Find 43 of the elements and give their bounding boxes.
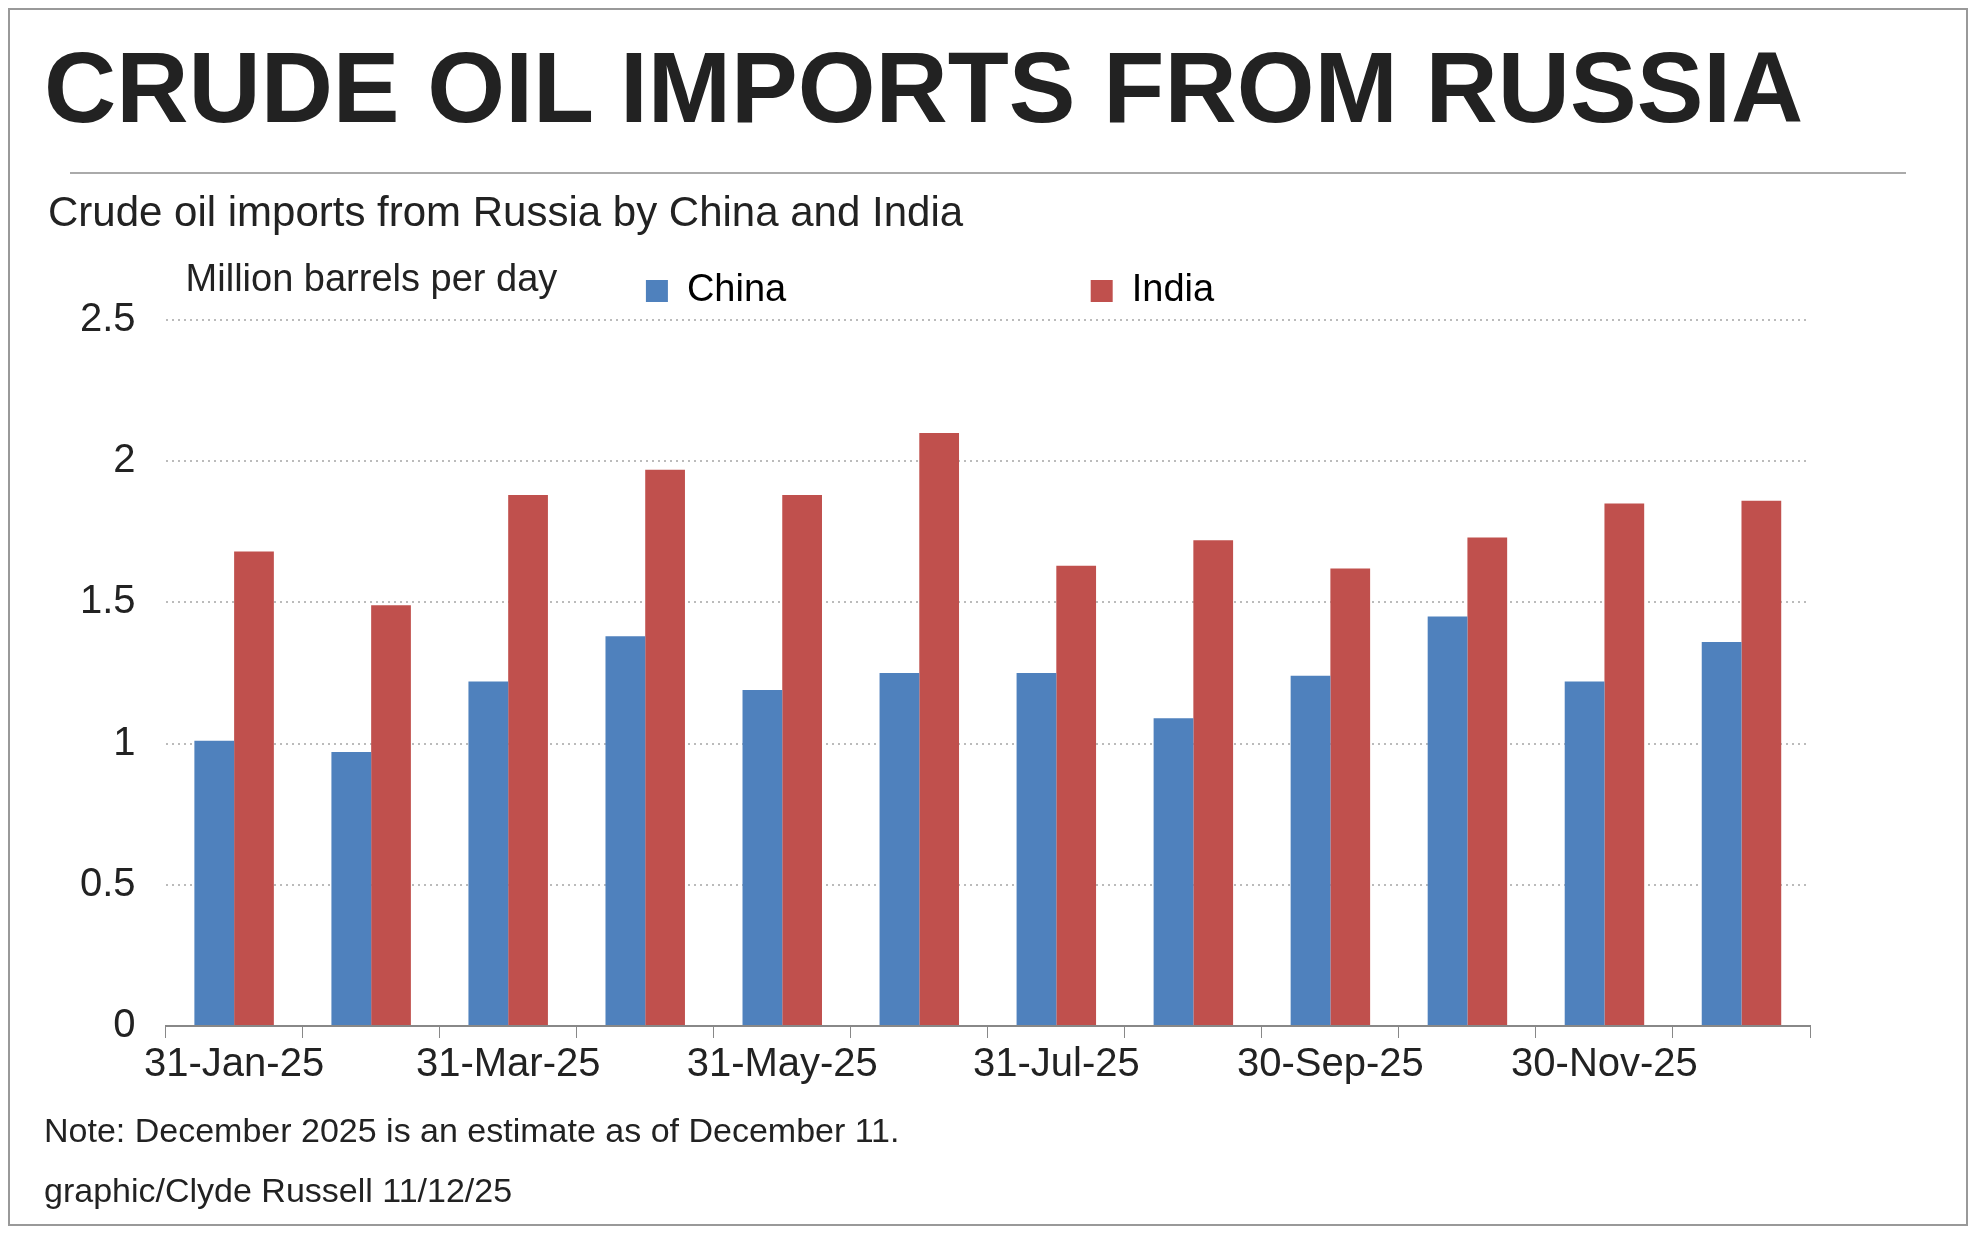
y-tick-label: 2.5 [80,295,136,340]
bar [194,740,235,1025]
x-tick-label: 31-May-25 [686,1040,878,1085]
bar [1467,537,1508,1025]
bar [508,495,548,1025]
legend-label: India [1131,267,1215,310]
y-tick-label: 0.5 [80,859,136,904]
bar [1193,540,1234,1025]
bar [645,469,685,1025]
bar [371,605,411,1025]
x-tick-label: 30-Nov-25 [1511,1040,1698,1085]
chart-title: CRUDE OIL IMPORTS FROM RUSSIA [43,30,1805,143]
bar [782,495,822,1025]
text: graphic/Clyde Russell 11/12/25 [44,1170,514,1211]
bar [1741,500,1782,1025]
y-axis-title: Million barrels per day [185,257,558,300]
bar [1427,616,1468,1025]
bar [1016,673,1057,1025]
bar [1701,641,1742,1025]
bar [1330,568,1371,1025]
bar [1153,718,1194,1025]
bar [879,673,920,1025]
bar [331,752,372,1025]
bar [1564,681,1605,1025]
text: Note: December 2025 is an estimate as of December 11. [44,1110,900,1151]
bar [1604,503,1645,1025]
bar [468,681,509,1025]
x-tick-label: 31-Jan-25 [144,1040,325,1085]
x-tick-label: 30-Sep-25 [1236,1040,1424,1085]
chart-subtitle: Crude oil imports from Russia by China and India [47,187,965,236]
y-tick-label: 0 [113,1001,136,1046]
bar [1290,675,1331,1025]
y-tick-label: 2 [113,436,136,481]
y-tick-label: 1.5 [80,577,136,622]
legend-label: China [686,267,1061,310]
bar [919,432,960,1025]
x-tick-label: 31-Mar-25 [415,1040,601,1085]
x-tick-label: 31-Jul-25 [972,1040,1140,1085]
bar [605,636,646,1025]
bar [234,551,274,1025]
y-tick-label: 1 [113,718,136,763]
bar [1056,565,1097,1025]
bar [742,689,783,1025]
